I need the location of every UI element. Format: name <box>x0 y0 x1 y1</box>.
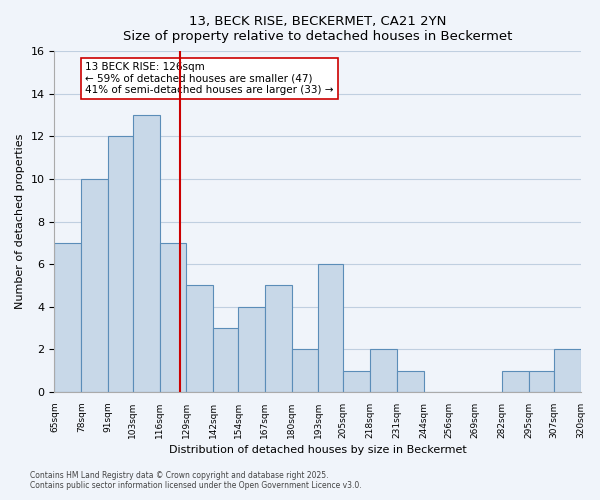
Bar <box>160 243 187 392</box>
Bar <box>265 286 292 392</box>
Bar <box>292 350 319 392</box>
Bar <box>187 286 213 392</box>
Bar <box>529 370 554 392</box>
Bar <box>343 370 370 392</box>
Bar <box>554 350 581 392</box>
Y-axis label: Number of detached properties: Number of detached properties <box>15 134 25 309</box>
Text: Contains HM Land Registry data © Crown copyright and database right 2025.
Contai: Contains HM Land Registry data © Crown c… <box>30 470 362 490</box>
Bar <box>397 370 424 392</box>
Bar <box>319 264 343 392</box>
Bar <box>81 179 108 392</box>
Bar <box>108 136 133 392</box>
Bar <box>133 115 160 392</box>
Bar <box>238 306 265 392</box>
Bar <box>55 243 81 392</box>
Text: 13 BECK RISE: 126sqm
← 59% of detached houses are smaller (47)
41% of semi-detac: 13 BECK RISE: 126sqm ← 59% of detached h… <box>85 62 334 95</box>
Bar <box>370 350 397 392</box>
Title: 13, BECK RISE, BECKERMET, CA21 2YN
Size of property relative to detached houses : 13, BECK RISE, BECKERMET, CA21 2YN Size … <box>123 15 512 43</box>
Bar <box>213 328 238 392</box>
X-axis label: Distribution of detached houses by size in Beckermet: Distribution of detached houses by size … <box>169 445 466 455</box>
Bar <box>502 370 529 392</box>
